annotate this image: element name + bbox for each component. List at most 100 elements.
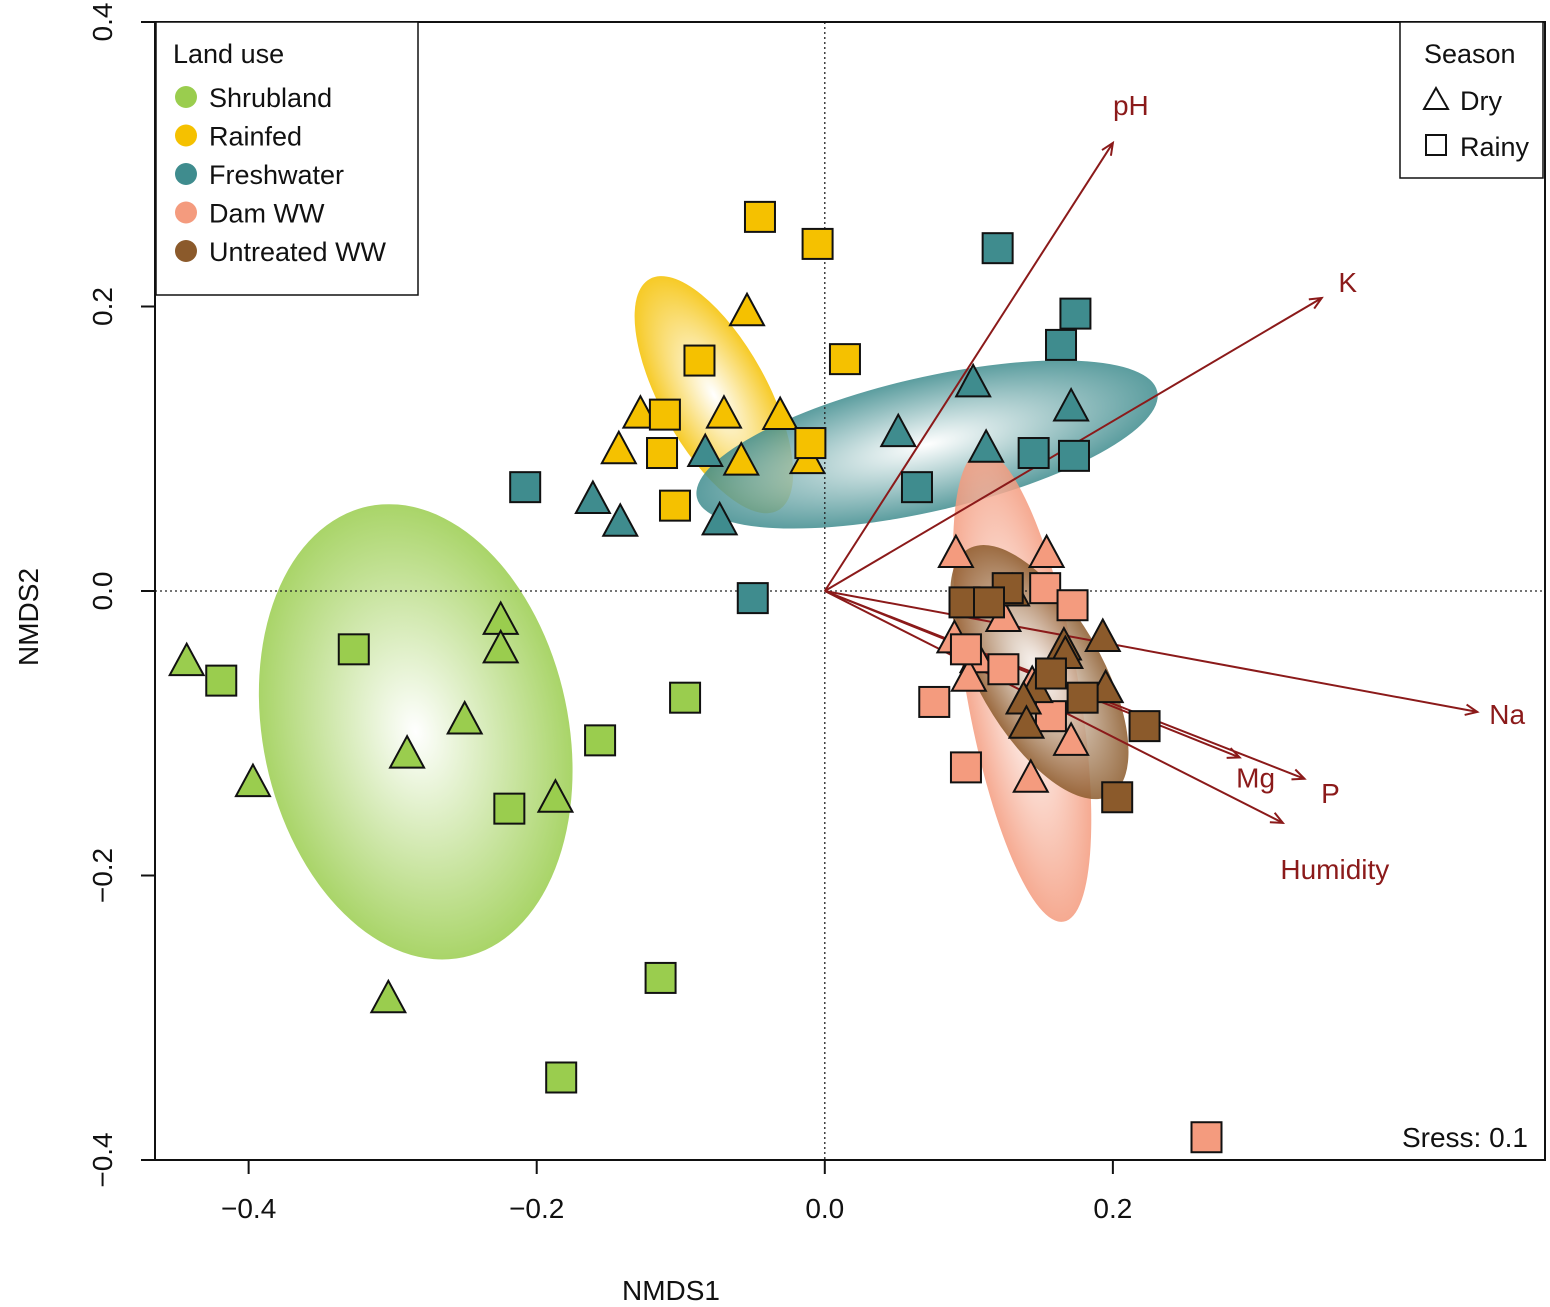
point-rainfed-dry — [705, 394, 743, 429]
point-shrubland-dry — [168, 641, 206, 677]
legend-label-shrubland: Shrubland — [209, 83, 332, 113]
point-freshwater-dry — [1052, 386, 1090, 422]
point-shrubland-rainy — [205, 664, 238, 697]
vector-k-label: K — [1338, 267, 1357, 298]
vector-mg-label: Mg — [1236, 762, 1275, 793]
point-untreatedww-rainy — [973, 586, 1005, 619]
point-layer — [168, 44, 1223, 1154]
point-shrubland-rainy — [337, 633, 370, 666]
point-shrubland-dry — [482, 628, 520, 664]
legend-season: Season Dry Rainy — [1399, 21, 1544, 179]
point-untreatedww-dry — [1084, 617, 1122, 652]
point-shrubland-rainy — [545, 1061, 578, 1094]
y-tick-label: −0.4 — [87, 1132, 118, 1187]
legend-label-freshwater: Freshwater — [209, 160, 344, 190]
x-tick-label: 0.2 — [1093, 1193, 1132, 1224]
point-freshwater-dry — [686, 432, 724, 468]
point-untreatedww-rainy — [1034, 657, 1067, 690]
point-freshwater-rainy — [1045, 328, 1078, 361]
legend-season-label-rainy: Rainy — [1460, 132, 1530, 162]
point-freshwater-rainy — [736, 582, 769, 615]
point-damww-rainy — [918, 685, 951, 718]
point-freshwater-dry — [574, 479, 612, 514]
legend-swatch-rainfed — [175, 124, 197, 147]
point-freshwater-rainy — [981, 232, 1014, 265]
vector-humidity-arrowhead — [1269, 812, 1286, 824]
point-damww-dry — [937, 533, 975, 569]
reference-lines — [155, 22, 1545, 1160]
vector-ph-label: pH — [1113, 90, 1149, 121]
point-damww-dry — [1012, 758, 1050, 793]
point-shrubland-dry — [369, 978, 408, 1014]
point-rainfed-rainy — [828, 343, 861, 376]
vector-ph-arrowhead — [1101, 140, 1115, 156]
x-axis-title: NMDS1 — [622, 1275, 720, 1306]
point-shrubland-dry — [388, 734, 426, 769]
legend-land-use-box — [155, 21, 419, 296]
point-freshwater-dry — [601, 502, 639, 537]
point-damww-dry — [1027, 533, 1066, 569]
point-shrubland-dry — [234, 762, 272, 798]
point-rainfed-rainy — [658, 489, 691, 522]
legend-label-damww: Dam WW — [209, 199, 325, 229]
ellipse-freshwater — [696, 360, 1158, 529]
point-freshwater-dry — [954, 362, 992, 398]
point-rainfed-dry — [761, 395, 799, 431]
vector-p-arrowhead — [1291, 768, 1307, 781]
vector-na-arrowhead — [1464, 703, 1480, 716]
point-rainfed-rainy — [648, 398, 681, 431]
vector-p-label: P — [1321, 778, 1340, 809]
axis-layer: −0.4 −0.2 0.0 0.2 −0.4 −0.2 0.0 0.2 0.4 — [87, 3, 1132, 1224]
vector-layer: pH K Na Mg P Humidity — [823, 90, 1526, 885]
point-freshwater-dry — [700, 500, 739, 536]
legend-swatch-freshwater — [175, 163, 197, 185]
point-damww-rainy — [1029, 572, 1062, 605]
stress-annotation: Sress: 0.1 — [1402, 1122, 1528, 1153]
y-axis-title: NMDS2 — [13, 568, 44, 666]
point-freshwater-dry — [879, 412, 917, 448]
point-shrubland-dry — [536, 778, 575, 813]
legend-season-box — [1399, 21, 1544, 179]
point-untreatedww-rainy — [1101, 781, 1134, 814]
point-freshwater-rainy — [900, 471, 933, 504]
point-untreatedww-rainy — [1066, 681, 1099, 714]
vector-humidity-label: Humidity — [1280, 854, 1389, 885]
x-tick-label: 0.0 — [805, 1193, 844, 1224]
point-damww-rainy — [949, 751, 982, 784]
point-damww-dry — [950, 657, 988, 692]
legend-swatch-shrubland — [175, 86, 197, 108]
point-shrubland-rainy — [584, 724, 617, 757]
point-untreatedww-rainy — [1128, 710, 1161, 743]
vector-na-line — [824, 590, 1478, 713]
point-shrubland-rainy — [644, 961, 677, 994]
point-damww-dry — [1052, 721, 1090, 756]
point-rainfed-dry — [728, 291, 766, 327]
point-shrubland-rainy — [669, 681, 702, 714]
legend-label-untreatedww: Untreated WW — [209, 237, 387, 267]
point-rainfed-dry — [600, 429, 638, 465]
y-tick-label: −0.2 — [87, 848, 118, 903]
point-shrubland-dry — [446, 699, 484, 735]
vector-na-label: Na — [1489, 699, 1525, 730]
legend-land-use-title: Land use — [173, 39, 284, 69]
legend-season-icon-rainy — [1425, 134, 1447, 156]
legend-swatch-untreatedww — [175, 240, 197, 262]
legend-land-use-items: Shrubland Rainfed Freshwater Dam WW Untreate… — [175, 83, 387, 267]
point-damww-rainy — [987, 653, 1020, 686]
y-tick-label: 0.0 — [87, 572, 118, 611]
x-tick-label: −0.4 — [221, 1193, 276, 1224]
legend-season-title: Season — [1424, 39, 1516, 69]
legend-season-label-dry: Dry — [1460, 86, 1502, 116]
point-damww-rainy — [1056, 589, 1089, 622]
point-damww-rainy — [949, 633, 982, 666]
point-freshwater-rainy — [1059, 297, 1092, 330]
x-tick-label: −0.2 — [509, 1193, 564, 1224]
point-rainfed-rainy — [683, 344, 716, 377]
point-freshwater-rainy — [1057, 439, 1090, 472]
vector-k-arrowhead — [1308, 296, 1324, 310]
y-tick-label: 0.4 — [87, 3, 118, 42]
point-freshwater-rainy — [509, 471, 542, 504]
legend-swatch-damww — [175, 201, 197, 224]
legend-season-icon-dry — [1422, 85, 1450, 110]
